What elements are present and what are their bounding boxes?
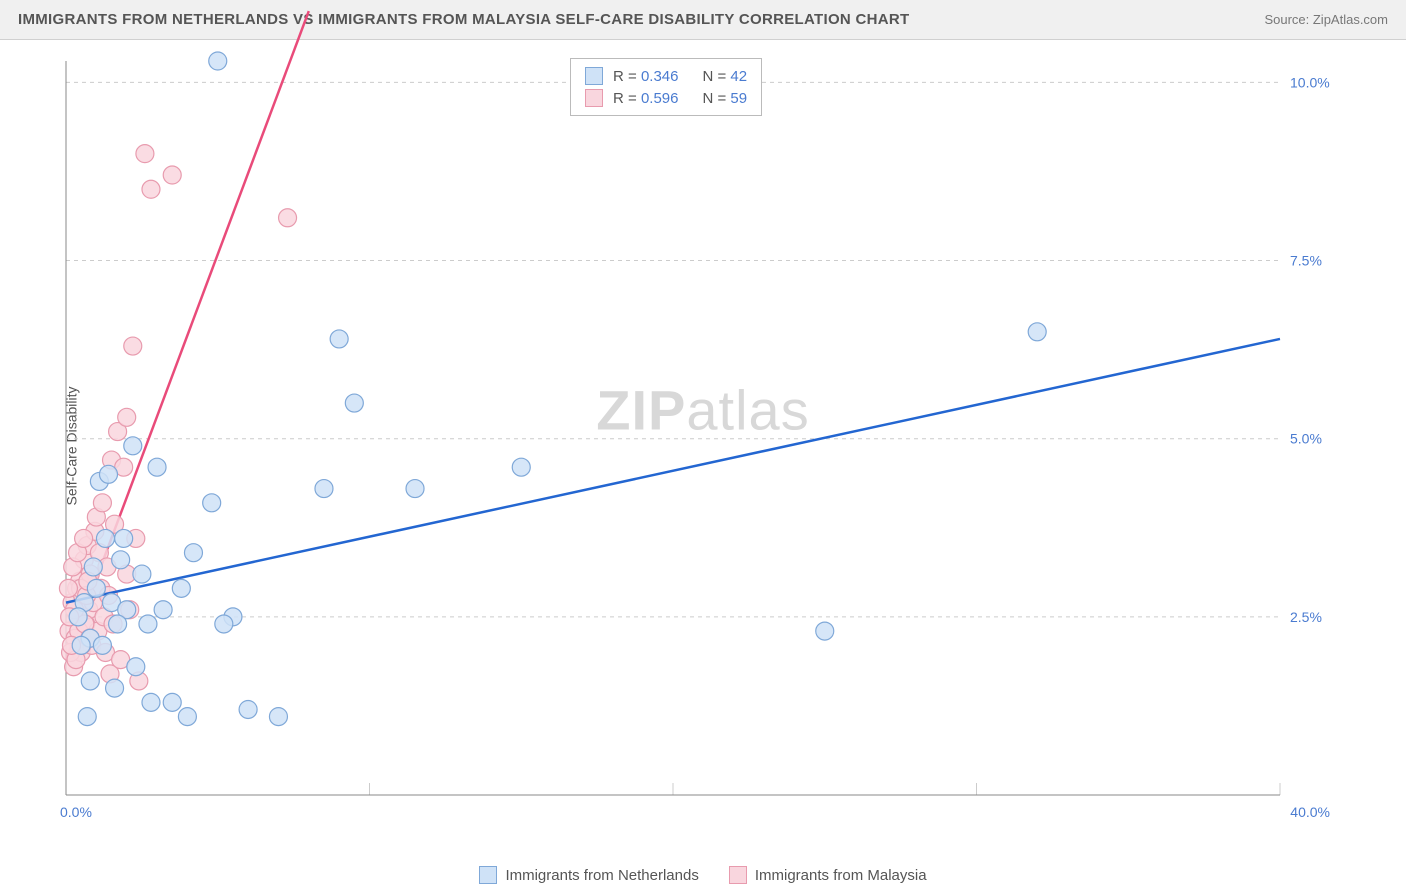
bottom-legend: Immigrants from Netherlands Immigrants f… [0,866,1406,884]
legend-swatch-series-1 [585,67,603,85]
svg-text:0.0%: 0.0% [60,804,92,820]
svg-text:7.5%: 7.5% [1290,253,1322,269]
chart-container: IMMIGRANTS FROM NETHERLANDS VS IMMIGRANT… [0,0,1406,892]
svg-text:40.0%: 40.0% [1290,804,1330,820]
bottom-swatch-1 [479,866,497,884]
bottom-label-1: Immigrants from Netherlands [505,867,698,884]
legend-n-series-1: N = 42 [702,68,747,85]
svg-text:10.0%: 10.0% [1290,74,1330,90]
legend-n-series-2: N = 59 [702,90,747,107]
svg-text:5.0%: 5.0% [1290,431,1322,447]
source-prefix: Source: [1264,12,1312,27]
scatter-plot-svg: 2.5% 5.0% 7.5% 10.0% 0.0% 40.0% [60,55,1340,825]
legend-row-series-2: R = 0.596 N = 59 [585,87,747,109]
chart-title: IMMIGRANTS FROM NETHERLANDS VS IMMIGRANT… [18,11,910,28]
plot-area: 2.5% 5.0% 7.5% 10.0% 0.0% 40.0% [60,55,1340,825]
bottom-label-2: Immigrants from Malaysia [755,867,927,884]
legend-row-series-1: R = 0.346 N = 42 [585,65,747,87]
legend-r-series-2: R = 0.596 [613,90,678,107]
source-name: ZipAtlas.com [1313,12,1388,27]
source-attribution: Source: ZipAtlas.com [1264,12,1388,27]
legend-stats-box: R = 0.346 N = 42 R = 0.596 N = 59 [570,58,762,116]
bottom-legend-item-2: Immigrants from Malaysia [729,866,927,884]
legend-swatch-series-2 [585,89,603,107]
bottom-legend-item-1: Immigrants from Netherlands [479,866,698,884]
title-bar: IMMIGRANTS FROM NETHERLANDS VS IMMIGRANT… [0,0,1406,40]
legend-r-series-1: R = 0.346 [613,68,678,85]
bottom-swatch-2 [729,866,747,884]
svg-text:2.5%: 2.5% [1290,609,1322,625]
